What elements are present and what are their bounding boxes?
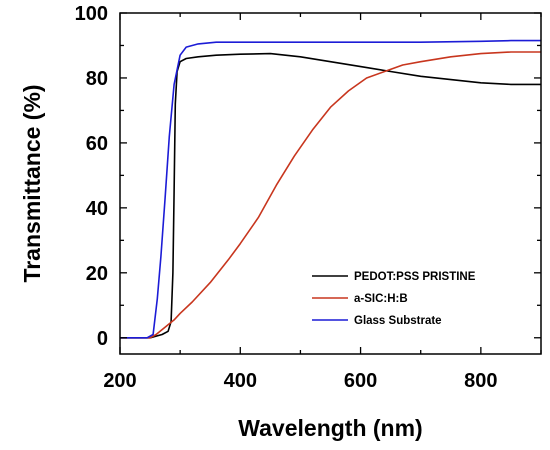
plot-series <box>120 39 541 339</box>
legend: PEDOT:PSS PRISTINE a-SIC:H:B Glass Substra… <box>312 271 476 327</box>
y-tick-label: 60 <box>86 133 108 155</box>
y-axis-title: Transmittance (%) <box>19 84 45 282</box>
legend-label-3: Glass Substrate <box>354 315 442 327</box>
series-line-3 <box>120 39 541 339</box>
x-tick-label: 800 <box>464 370 497 392</box>
y-tick-label: 40 <box>86 198 108 220</box>
axis-ticks <box>119 12 542 354</box>
y-tick-label: 0 <box>97 328 108 350</box>
x-tick-label: 400 <box>224 370 257 392</box>
series-line-2 <box>120 51 541 339</box>
y-tick-label: 80 <box>86 68 108 90</box>
plot-frame <box>119 12 542 355</box>
legend-label-2: a-SIC:H:B <box>354 293 408 305</box>
series-line-1 <box>120 52 541 339</box>
x-tick-label: 200 <box>103 370 136 392</box>
x-tick-label: 600 <box>344 370 377 392</box>
legend-label-1: PEDOT:PSS PRISTINE <box>354 271 476 283</box>
tick-labels: 200 400 600 800 0 20 40 60 80 100 <box>75 3 498 392</box>
y-tick-label: 100 <box>75 3 108 25</box>
x-axis-title: Wavelength (nm) <box>238 415 422 441</box>
y-tick-label: 20 <box>86 263 108 285</box>
